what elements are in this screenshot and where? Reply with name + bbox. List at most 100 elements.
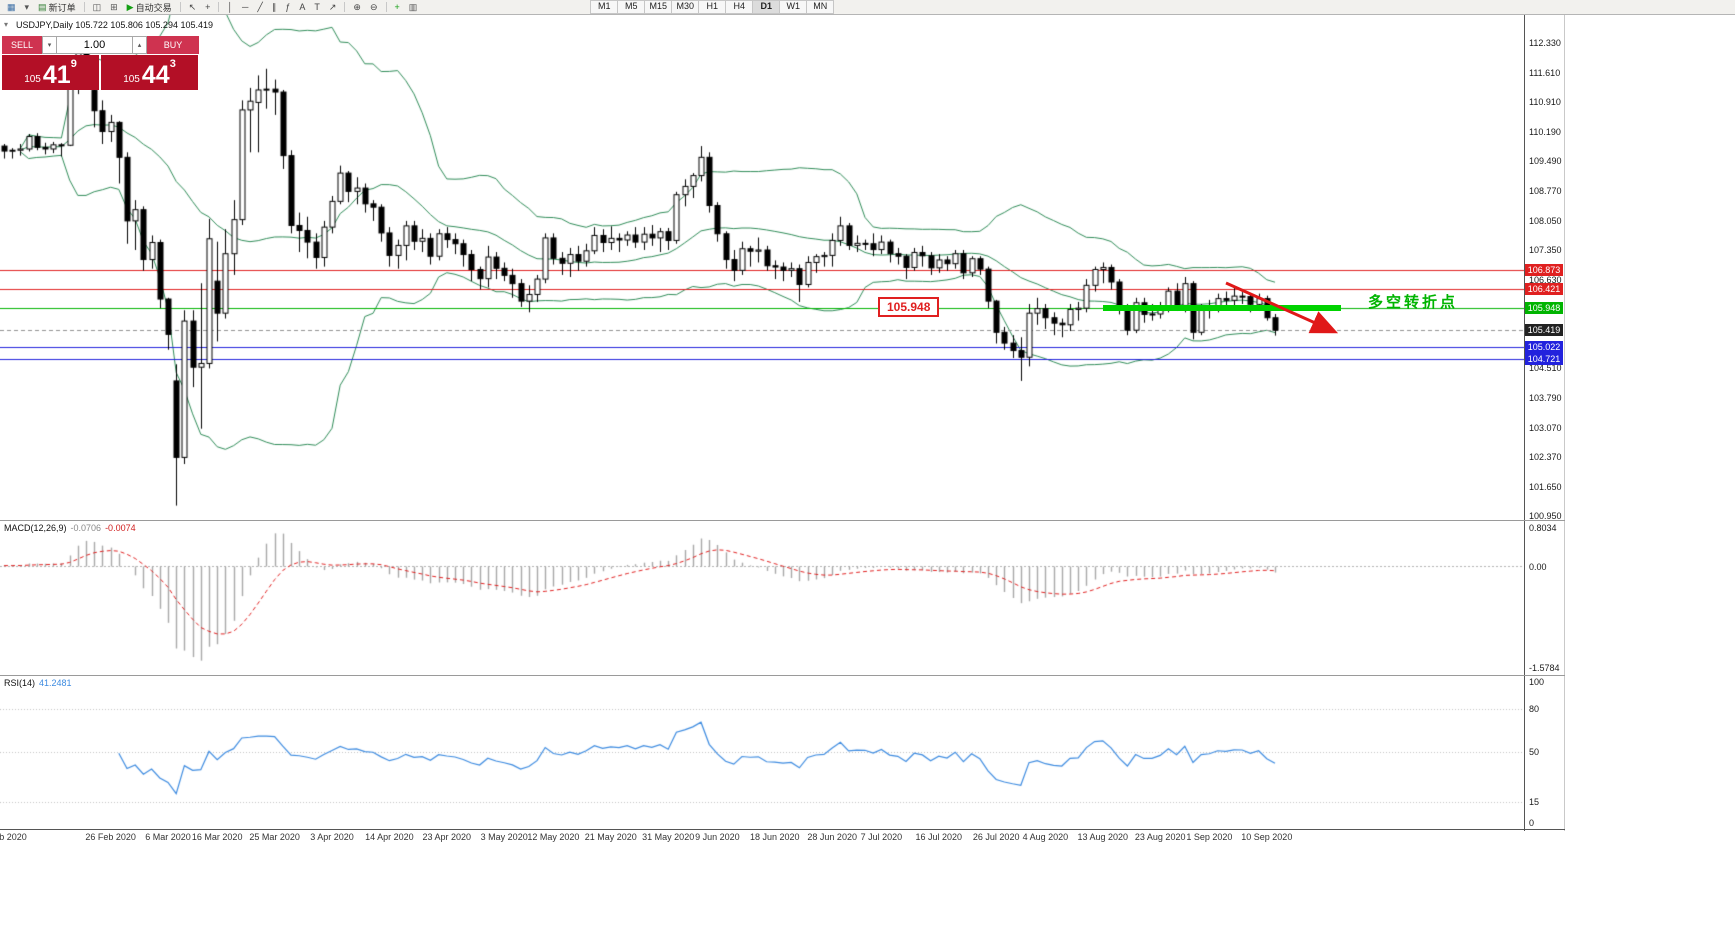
trend-arrow[interactable] [1220, 277, 1350, 347]
rsi-title: RSI(14) 41.2481 [4, 678, 72, 688]
price-tick-107.350: 107.350 [1529, 244, 1562, 255]
one-click-toggle-icon[interactable]: ▾ [4, 20, 9, 29]
price-tick-110.190: 110.190 [1529, 126, 1561, 137]
price-tick-103.790: 103.790 [1529, 392, 1562, 403]
price-box-105.948: 105.948 [1525, 302, 1563, 315]
crosshair-icon[interactable]: + [201, 0, 214, 15]
toolbar-separator [218, 2, 220, 12]
price-tick-103.070: 103.070 [1529, 422, 1562, 433]
date-label: 7 Feb 2020 [0, 832, 27, 842]
toolbar: ▦ ▾ ▤ 新订单 ◫ ⊞ ▶ 自动交易 ↖ + │ ─ ╱ ∥ ƒ A T ↗ ⊕ ⊖ + ▥ M1 M5 M15 M30 H1 H… [0, 0, 1735, 15]
macd-scale-zero: 0.00 [1529, 561, 1547, 572]
timeframe-mn[interactable]: MN [806, 0, 835, 14]
channel-icon[interactable]: ∥ [268, 0, 281, 15]
date-label: 6 Mar 2020 [145, 832, 191, 842]
timeframe-h1[interactable]: H1 [698, 0, 726, 14]
price-level-label[interactable]: 105.948 [878, 297, 940, 318]
crosshair-icon: + [205, 1, 211, 12]
text-label-icon[interactable]: T [310, 0, 324, 15]
fibonacci-icon[interactable]: ƒ [281, 0, 294, 15]
tile-windows-icon[interactable]: ◫ [89, 0, 106, 15]
macd-scale-max: 0.8034 [1529, 523, 1557, 533]
buy-price-button[interactable]: 105 44 3 [101, 55, 198, 90]
date-label: 3 Apr 2020 [310, 832, 354, 842]
rsi-name: RSI(14) [4, 678, 36, 688]
price-tick-109.490: 109.490 [1529, 156, 1562, 167]
timeframe-group: M1 M5 M15 M30 H1 H4 D1 W1 MN [590, 0, 835, 14]
date-label: 13 Aug 2020 [1077, 832, 1129, 842]
auto-trading-button[interactable]: ▶ 自动交易 [123, 0, 176, 15]
macd-panel-canvas[interactable] [0, 521, 1524, 675]
support-segment[interactable] [1102, 305, 1341, 312]
timeframe-m30[interactable]: M30 [671, 0, 699, 14]
zoom-in-icon[interactable]: ⊕ [349, 0, 365, 15]
rsi-scale-15: 15 [1529, 796, 1540, 807]
rsi-scale-0: 0 [1529, 818, 1535, 828]
chart-list-icon[interactable]: ▾ [21, 0, 34, 15]
timeframe-m5[interactable]: M5 [617, 0, 645, 14]
timeframe-w1[interactable]: W1 [779, 0, 807, 14]
new-order-label: 新订单 [48, 2, 76, 13]
date-label: 1 Sep 2020 [1186, 832, 1233, 842]
volume-decrease-button[interactable]: ▾ [42, 36, 57, 54]
new-chart-icon[interactable]: ▦ [3, 0, 20, 15]
sell-button[interactable]: SELL [2, 36, 42, 54]
buy-price-pips: 44 [141, 61, 170, 89]
cursor-icon: ↖ [188, 1, 197, 12]
auto-trading-icon: ▶ [126, 1, 134, 12]
annotation-text[interactable]: 多空转折点 [1368, 294, 1459, 311]
indicator-list-icon[interactable]: ▥ [405, 0, 422, 15]
new-chart-icon: ▦ [7, 1, 16, 12]
toolbar-separator [83, 2, 85, 12]
cascade-windows-icon: ⊞ [110, 1, 118, 12]
arrow-object-icon[interactable]: ↗ [325, 0, 341, 15]
macd-panel-separator[interactable] [0, 520, 1565, 521]
date-label: 21 May 2020 [584, 832, 637, 842]
arrow-object-icon: ↗ [328, 1, 337, 12]
text-icon: A [299, 1, 306, 12]
volume-increase-button[interactable]: ▴ [132, 36, 147, 54]
rsi-scale-50: 50 [1529, 746, 1540, 757]
buy-button[interactable]: BUY [147, 36, 199, 54]
toolbar-separator [385, 2, 387, 12]
price-tick-106.630: 106.630 [1529, 274, 1562, 285]
zoom-out-icon: ⊖ [369, 1, 378, 12]
vertical-line-icon: │ [227, 1, 234, 12]
date-label: 7 Jul 2020 [860, 832, 903, 842]
indicators-icon[interactable]: + [391, 0, 404, 15]
date-label: 4 Aug 2020 [1022, 832, 1069, 842]
buy-price-big: 105 [123, 74, 140, 85]
timeframe-d1[interactable]: D1 [752, 0, 780, 14]
chart-symbol-ohlc: USDJPY,Daily 105.722 105.806 105.294 105… [16, 20, 213, 30]
horizontal-line-icon: ─ [242, 1, 249, 12]
price-tick-110.910: 110.910 [1529, 97, 1561, 108]
horizontal-line-icon[interactable]: ─ [238, 0, 252, 15]
text-label-icon: T [314, 1, 320, 12]
price-tick-101.650: 101.650 [1529, 481, 1562, 492]
timeframe-m15[interactable]: M15 [644, 0, 672, 14]
cursor-icon[interactable]: ↖ [185, 0, 201, 15]
rsi-scale-80: 80 [1529, 703, 1540, 714]
price-box-104.721: 104.721 [1525, 353, 1563, 366]
cascade-windows-icon[interactable]: ⊞ [106, 0, 122, 15]
date-label: 28 Jun 2020 [807, 832, 857, 842]
vertical-line-icon[interactable]: │ [223, 0, 237, 15]
price-tick-104.510: 104.510 [1529, 363, 1562, 374]
rsi-panel-canvas[interactable] [0, 676, 1524, 829]
sell-price-point: 9 [70, 58, 77, 70]
trendline-icon: ╱ [257, 1, 263, 12]
volume-input[interactable]: 1.00 [57, 36, 132, 54]
rsi-panel-separator[interactable] [0, 675, 1565, 676]
sell-price-button[interactable]: 105 41 9 [2, 55, 99, 90]
rsi-value: 41.2481 [39, 678, 72, 688]
timeframe-h4[interactable]: H4 [725, 0, 753, 14]
text-icon[interactable]: A [295, 0, 309, 15]
sell-price-big: 105 [24, 74, 41, 85]
timeframe-m1[interactable]: M1 [590, 0, 618, 14]
new-order-button[interactable]: ▤ 新订单 [34, 0, 80, 15]
price-tick-100.950: 100.950 [1529, 511, 1562, 521]
trendline-icon[interactable]: ╱ [253, 0, 266, 15]
date-label: 9 Jun 2020 [695, 832, 740, 842]
main-chart-canvas[interactable] [0, 14, 1524, 520]
zoom-out-icon[interactable]: ⊖ [366, 0, 382, 15]
